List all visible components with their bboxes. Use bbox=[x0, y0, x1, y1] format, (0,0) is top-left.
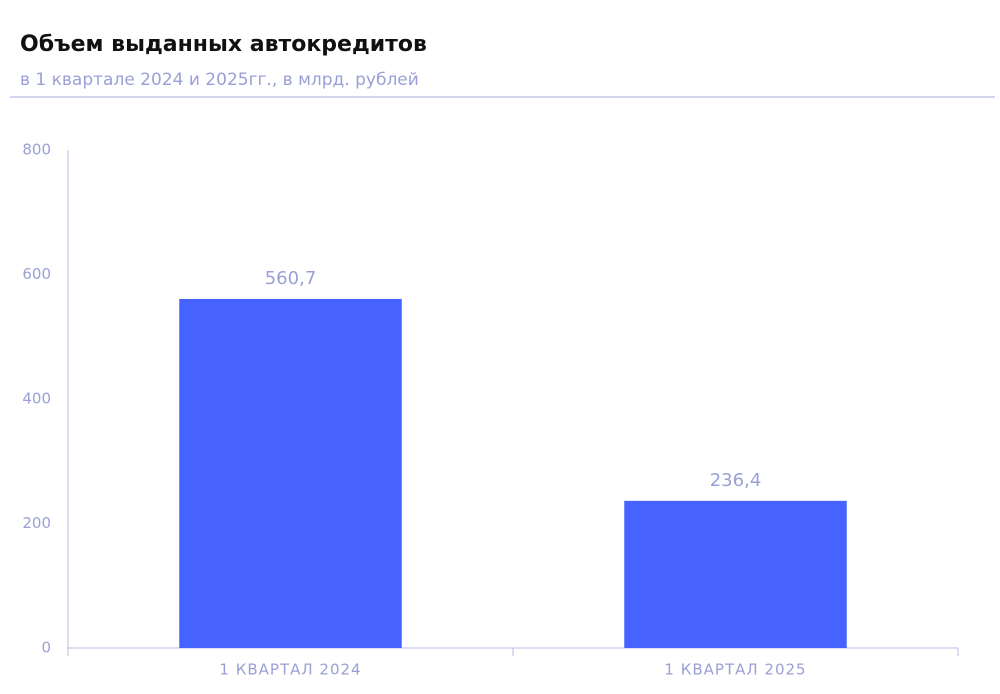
y-tick-label: 600 bbox=[22, 265, 51, 283]
x-tick-label: 1 КВАРТАЛ 2025 bbox=[664, 661, 806, 679]
y-tick-label: 0 bbox=[41, 639, 51, 657]
value-label: 236,4 bbox=[710, 470, 762, 491]
bar bbox=[624, 500, 847, 648]
y-tick-label: 200 bbox=[22, 514, 51, 532]
x-tick-label: 1 КВАРТАЛ 2024 bbox=[219, 661, 361, 679]
y-tick-label: 800 bbox=[22, 141, 51, 159]
y-tick-label: 400 bbox=[22, 390, 51, 408]
bar bbox=[179, 298, 402, 648]
chart-title: Объем выданных автокредитов bbox=[20, 32, 427, 57]
value-label: 560,7 bbox=[265, 268, 317, 289]
chart-subtitle: в 1 квартале 2024 и 2025гг., в млрд. руб… bbox=[20, 70, 419, 90]
